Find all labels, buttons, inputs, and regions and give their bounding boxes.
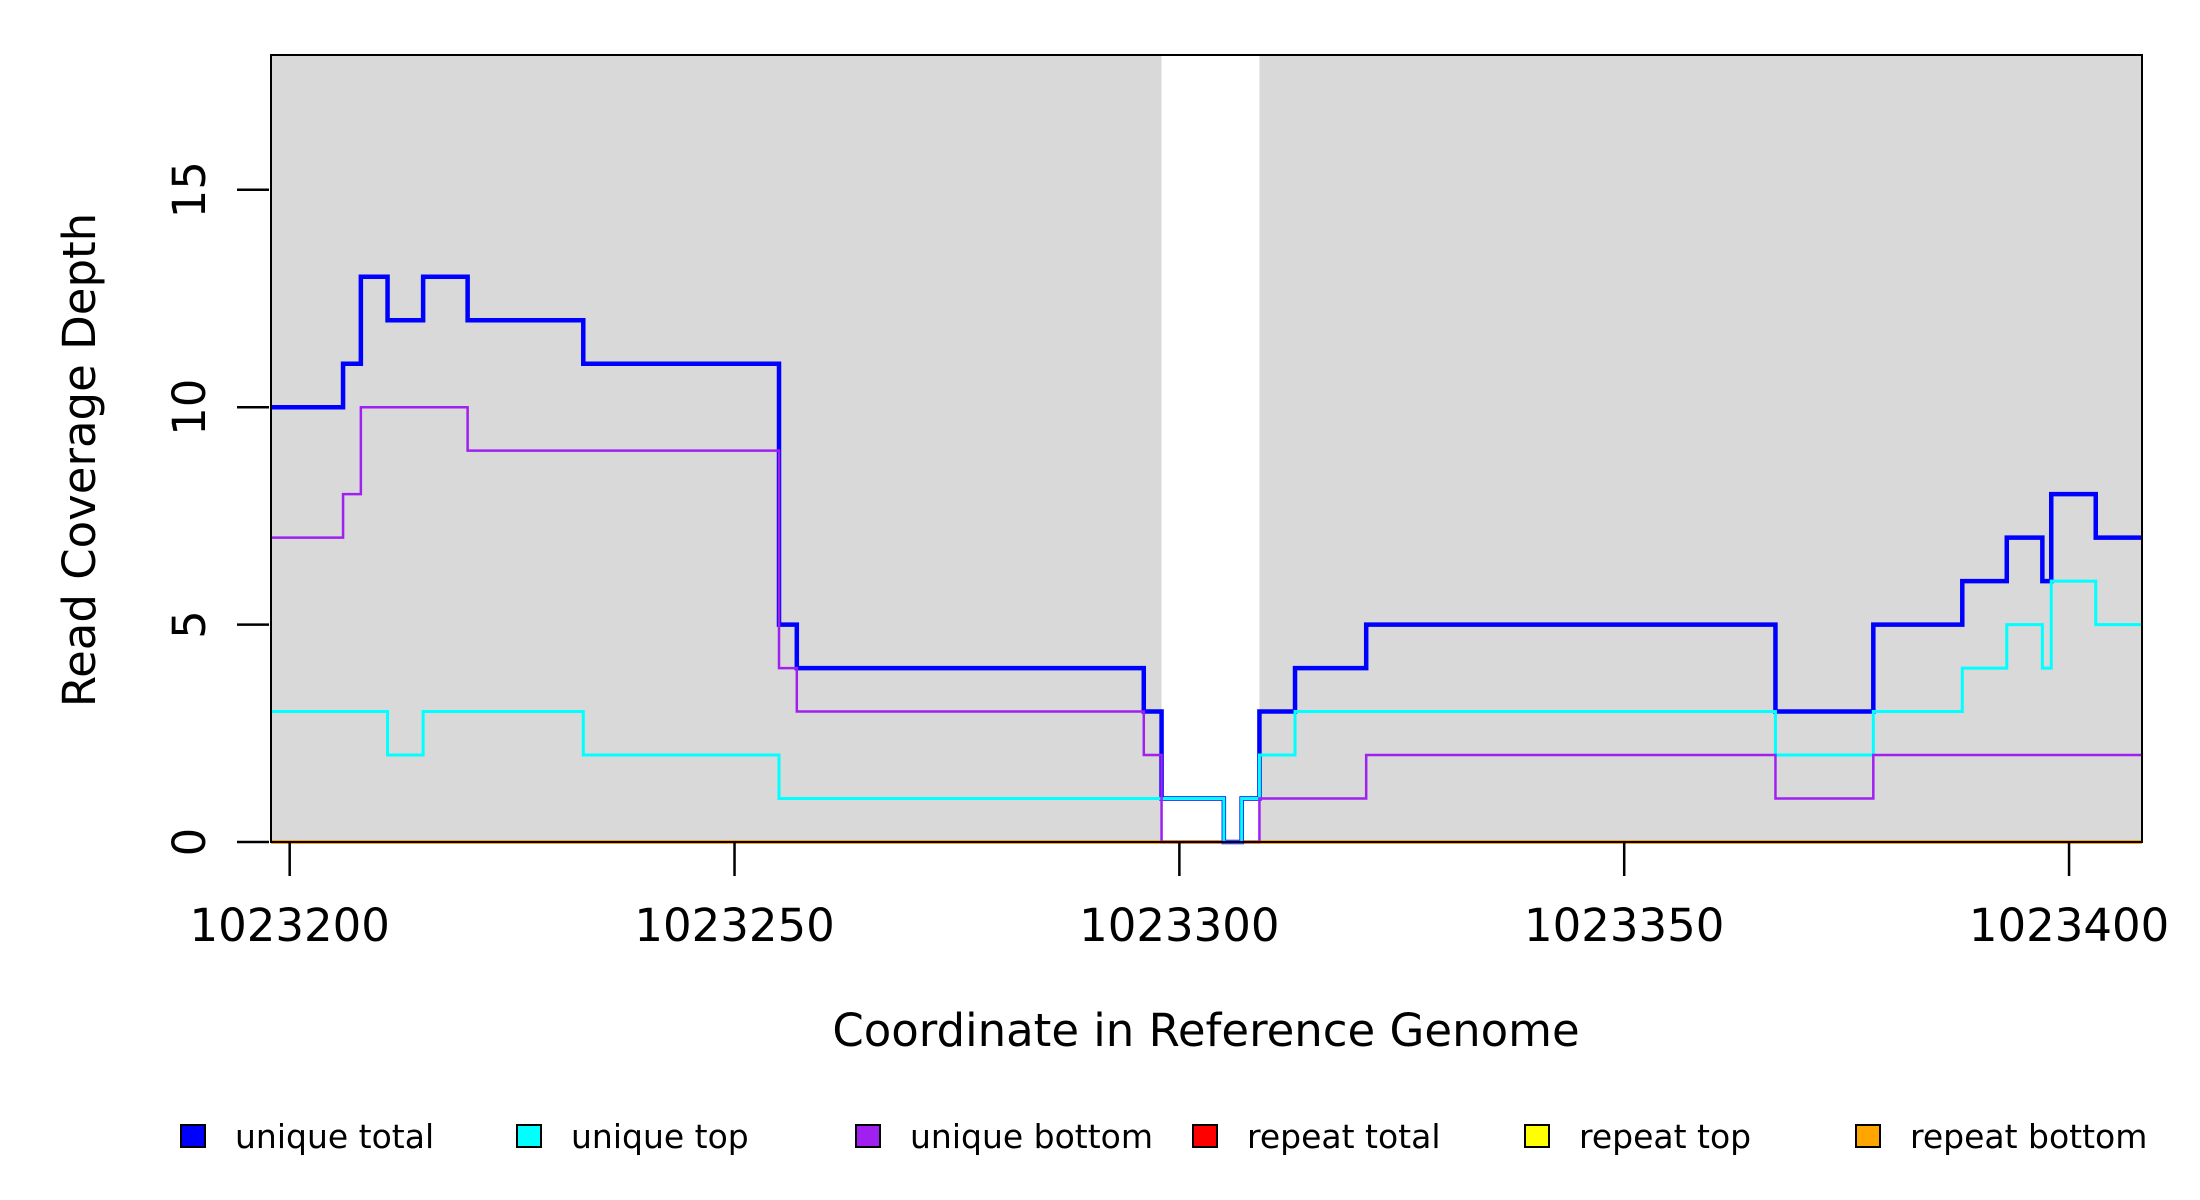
legend-label-unique-total: unique total [235,1116,435,1156]
legend-item-repeat-total: repeat total [1192,1114,1441,1158]
repeat-region-band [1161,55,1260,842]
legend-swatch-repeat-bottom [1855,1124,1881,1148]
legend-label-repeat-top: repeat top [1579,1116,1752,1156]
legend-swatch-repeat-top [1524,1124,1550,1148]
y-tick-label: 0 [163,828,216,857]
y-tick-label: 10 [163,379,216,436]
legend-item-repeat-bottom: repeat bottom [1855,1114,2147,1158]
x-tick-label: 1023250 [634,899,834,952]
legend-label-unique-top: unique top [571,1116,749,1156]
legend-label-repeat-bottom: repeat bottom [1910,1116,2148,1156]
legend-label-unique-bottom: unique bottom [910,1116,1154,1156]
y-tick-label: 5 [163,610,216,639]
y-tick-label: 15 [163,161,216,218]
y-axis-title: Read Coverage Depth [53,213,106,707]
x-tick-label: 1023350 [1524,899,1724,952]
x-tick-label: 1023400 [1969,899,2169,952]
plot-background-group [271,55,2142,842]
legend-item-unique-top: unique top [516,1114,749,1158]
plot-border [270,54,2143,843]
legend-swatch-unique-bottom [855,1124,881,1148]
series-line-unique-bottom [271,405,2142,844]
legend-item-repeat-top: repeat top [1524,1114,1751,1158]
legend-item-unique-bottom: unique bottom [855,1114,1153,1158]
legend-label-repeat-total: repeat total [1247,1116,1441,1156]
x-axis-title: Coordinate in Reference Genome [832,1004,1579,1057]
legend-swatch-unique-total [180,1124,206,1148]
series-line-unique-top [271,579,2142,844]
x-tick-label: 1023200 [189,899,389,952]
x-tick-label: 1023300 [1079,899,1279,952]
legend-swatch-repeat-total [1192,1124,1218,1148]
legend-item-unique-total: unique total [180,1114,434,1158]
axes-group: 1023200 1023250 1023300 1023350 1023400 0 5 10 1… [163,161,2169,952]
legend-swatch-unique-top [516,1124,542,1148]
